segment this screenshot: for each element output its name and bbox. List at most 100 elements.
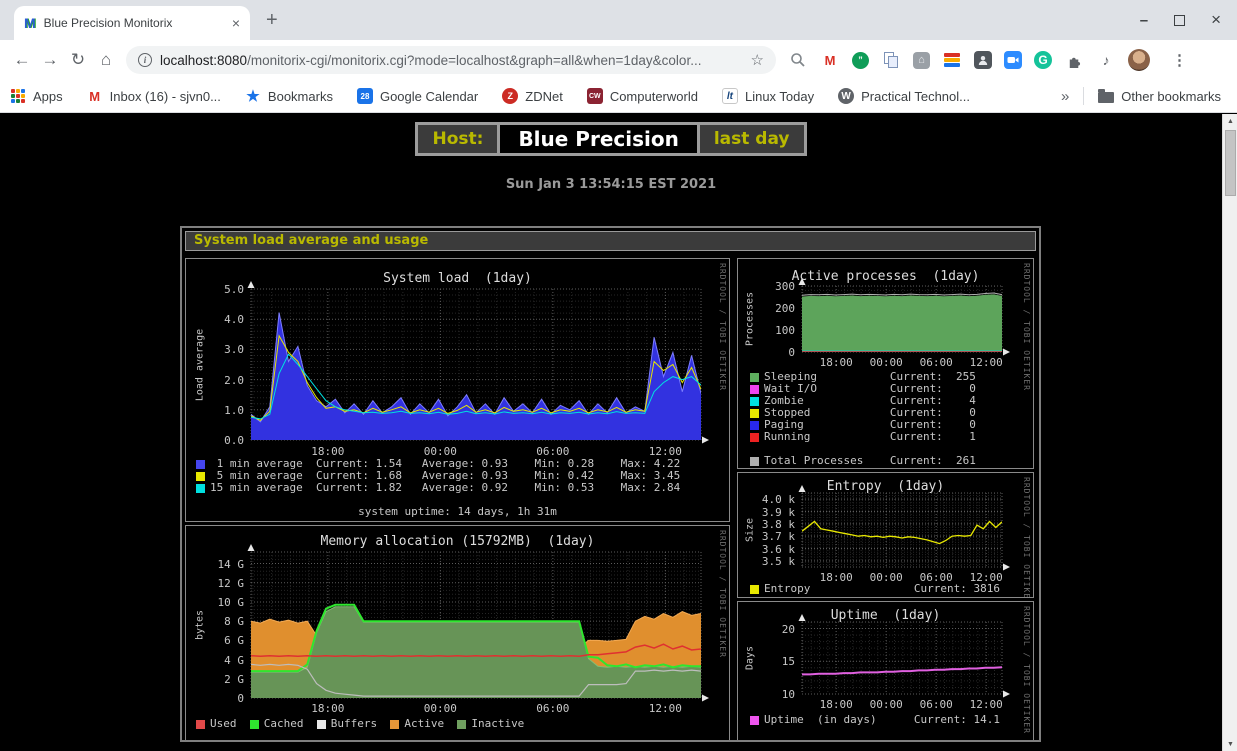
legend-text: Inactive — [471, 717, 538, 730]
bookmark-inbox[interactable]: M Inbox (16) - sjvn0... — [87, 88, 221, 104]
bookmark-zdnet[interactable]: Z ZDNet — [502, 88, 563, 104]
legend-row: 15 min average Current: 1.82 Average: 0.… — [196, 482, 680, 494]
profile-avatar[interactable] — [1128, 49, 1150, 71]
browser-menu-icon[interactable]: ⋮ — [1172, 52, 1187, 69]
bookmark-label: Google Calendar — [379, 88, 479, 104]
password-manager-extension-icon[interactable] — [974, 51, 992, 69]
bookmark-bookmarks[interactable]: ★ Bookmarks — [245, 88, 333, 105]
legend-swatch — [249, 719, 259, 729]
window-minimize-button[interactable]: – — [1139, 11, 1149, 29]
section-title: System load average and usage — [185, 231, 1036, 251]
x-tick-label: 00:00 — [869, 571, 903, 584]
zoom-extension-icon[interactable] — [1004, 51, 1022, 69]
chart-title: Memory allocation (15792MB) (1day) — [320, 534, 595, 549]
legend-row: Wait I/O Current: 0 — [750, 383, 976, 395]
legend-row: Current: 14.1 — [914, 714, 1000, 726]
bookmark-linux-today[interactable]: lt Linux Today — [721, 88, 814, 104]
new-tab-button[interactable]: + — [266, 9, 278, 31]
grammarly-extension-icon[interactable]: G — [1034, 51, 1052, 69]
monitorix-favicon-icon: M — [24, 15, 36, 31]
apps-shortcut[interactable]: Apps — [10, 88, 63, 104]
legend-swatch — [196, 459, 205, 469]
gmail-extension-icon[interactable]: M — [820, 50, 840, 70]
bookmarks-divider — [1083, 87, 1085, 105]
legend-row: Stopped Current: 0 — [750, 407, 976, 419]
legend-text: 1 min average Current: 1.54 Average: 0.9… — [210, 457, 681, 470]
legend-swatch — [196, 471, 205, 481]
url-text[interactable]: localhost:8080/monitorix-cgi/monitorix.c… — [160, 53, 743, 68]
scroll-up-icon[interactable]: ▲ — [1227, 117, 1234, 125]
legend-text: Entropy — [764, 582, 811, 595]
legend-text: Buffers — [330, 717, 391, 730]
page-scrollbar[interactable]: ▲ ▼ — [1222, 114, 1237, 751]
legend-text: Stopped Current: 0 — [764, 406, 976, 419]
x-tick-label: 12:00 — [648, 445, 682, 458]
host-header: Host: Blue Precision last day — [415, 122, 807, 156]
y-tick-label: 4 G — [224, 653, 244, 667]
zdnet-favicon: Z — [502, 88, 519, 104]
legend-row: 5 min average Current: 1.68 Average: 0.9… — [196, 470, 680, 482]
active-processes-chart: Active processes (1day) Processes RRDTOOL … — [737, 258, 1034, 469]
tab-close-icon[interactable]: × — [231, 15, 240, 31]
reading-stack-extension-icon[interactable] — [942, 50, 962, 70]
url-path: /monitorix-cgi/monitorix.cgi?mode=localh… — [247, 52, 702, 68]
forward-icon[interactable]: → — [41, 50, 59, 69]
legend-swatch — [750, 408, 759, 418]
copy-pages-extension-icon[interactable] — [881, 50, 901, 70]
legend-text: Current: 14.1 — [913, 713, 1000, 726]
legend-swatch — [750, 715, 759, 725]
x-tick-label: 00:00 — [423, 702, 457, 715]
scroll-down-icon[interactable]: ▼ — [1227, 740, 1234, 748]
extensions-puzzle-icon[interactable] — [1064, 50, 1084, 70]
url-bar[interactable]: i localhost:8080/monitorix-cgi/monitorix… — [126, 46, 776, 74]
toolbox-extension-icon[interactable]: ⌂ — [913, 51, 930, 69]
y-tick-label: 100 — [775, 324, 795, 337]
folder-icon — [1098, 89, 1115, 103]
bookmark-google-calendar[interactable]: 28 Google Calendar — [356, 88, 479, 104]
rrdtool-watermark: RRDTOOL / TOBI OETIKER — [1022, 263, 1031, 391]
browser-tab[interactable]: M Blue Precision Monitorix × — [14, 6, 250, 40]
uptime-chart: Uptime (1day) Days RRDTOOL / TOBI OETIKER 1… — [737, 601, 1034, 740]
window-maximize-button[interactable] — [1174, 14, 1186, 26]
y-tick-label: 3.7 k — [761, 530, 795, 544]
y-tick-label: 3.8 k — [761, 517, 795, 531]
y-tick-label: 15 — [781, 655, 795, 669]
y-tick-label: 20 — [781, 622, 795, 636]
scrollbar-thumb[interactable] — [1225, 130, 1236, 196]
chart-title: Active processes (1day) — [791, 269, 980, 284]
search-icon[interactable] — [788, 50, 808, 70]
media-queue-icon[interactable]: ♪ — [1102, 52, 1110, 68]
window-close-button[interactable]: × — [1211, 10, 1221, 29]
host-value: Blue Precision — [500, 125, 697, 153]
bookmarks-overflow-icon[interactable]: » — [1060, 87, 1070, 105]
page-datetime: Sun Jan 3 13:54:15 EST 2021 — [505, 177, 717, 192]
y-tick-label: 300 — [775, 280, 795, 293]
bookmark-computerworld[interactable]: CW Computerworld — [586, 88, 698, 104]
x-tick-label: 12:00 — [969, 698, 1003, 711]
legend-text: Cached — [263, 717, 317, 730]
bookmark-practical-technology[interactable]: W Practical Technol... — [838, 88, 970, 104]
bookmark-star-icon[interactable]: ☆ — [750, 52, 764, 69]
legend-text: Wait I/O Current: 0 — [764, 382, 976, 395]
rrdtool-watermark: RRDTOOL / TOBI OETIKER — [718, 530, 727, 658]
x-tick-label: 12:00 — [969, 571, 1003, 584]
y-tick-label: 12 G — [217, 576, 245, 590]
other-bookmarks[interactable]: Other bookmarks — [1098, 89, 1221, 104]
page-info-icon[interactable]: i — [138, 53, 152, 67]
reload-icon[interactable]: ↻ — [70, 50, 86, 69]
home-icon[interactable]: ⌂ — [100, 50, 112, 69]
graphs-frame: System load average and usage System loa… — [180, 226, 1041, 742]
back-icon[interactable]: ← — [13, 50, 31, 69]
hangouts-extension-icon[interactable]: ” — [852, 51, 869, 69]
series-1 min average — [251, 312, 701, 440]
y-tick-label: 6 G — [224, 634, 244, 648]
x-tick-label: 18:00 — [819, 698, 853, 711]
y-tick-label: 10 G — [217, 595, 245, 609]
series-Sleeping — [802, 294, 1002, 352]
star-favicon: ★ — [246, 88, 260, 105]
legend-swatch — [750, 432, 759, 442]
time-range: last day — [699, 125, 804, 153]
legend-swatch — [750, 372, 759, 382]
x-tick-label: 00:00 — [869, 698, 903, 711]
other-bookmarks-label: Other bookmarks — [1121, 88, 1221, 104]
